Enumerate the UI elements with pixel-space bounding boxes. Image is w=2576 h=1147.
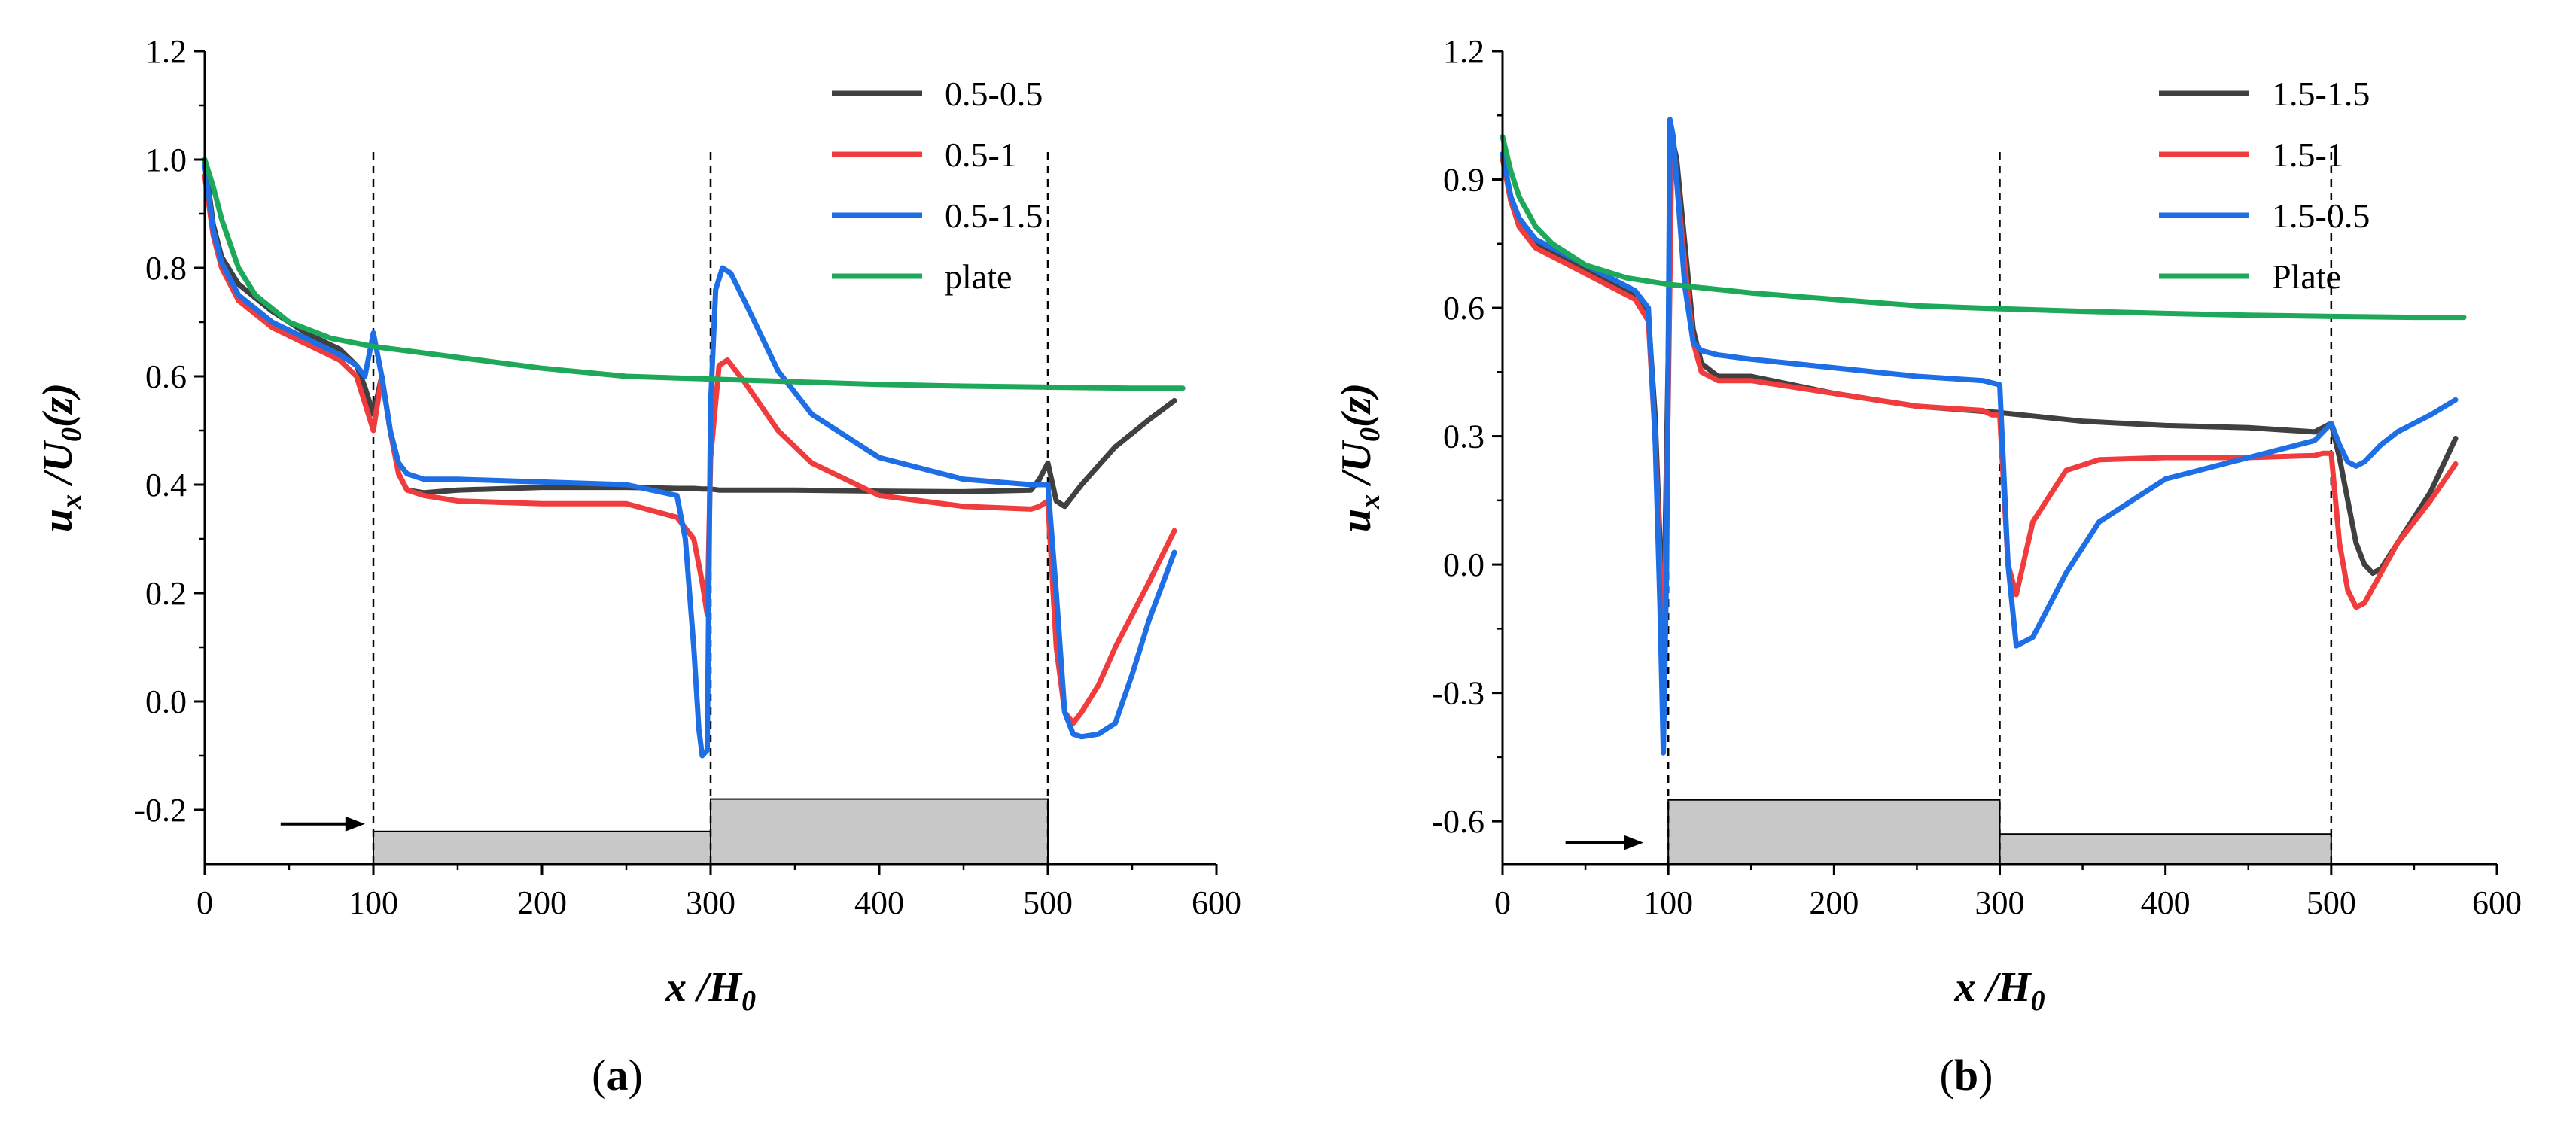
- flow-arrow-icon: [280, 816, 365, 832]
- y-tick-label: 1.2: [1443, 33, 1484, 70]
- y-tick-label: 1.2: [145, 33, 187, 70]
- series-line-1.5-1: [1500, 155, 2459, 696]
- y-tick-label: 0.4: [145, 467, 187, 504]
- legend-label: 1.5-0.5: [2272, 196, 2370, 235]
- series-line-0.5-1.5: [202, 162, 1177, 759]
- chart-panel-a: 0 100 200 300 400 500 600 -0.2 0.0 0.2 0.4 0.6 0.8 1.…: [35, 33, 1241, 1100]
- series-line-plate: [202, 157, 1186, 391]
- y-tick-label: 0.0: [145, 683, 187, 720]
- panel-label: (b): [1940, 1051, 1993, 1100]
- roughness-block-1: [373, 830, 711, 866]
- chart-panel-b: 0 100 200 300 400 500 600 -0.6 -0.3 0.0 0.3 0.6 0.9 1…: [1333, 33, 2522, 1100]
- roughness-block-2: [1999, 833, 2332, 866]
- y-tick-label: 0.0: [1443, 546, 1484, 583]
- x-tick-label: 0: [196, 884, 213, 921]
- roughness-block-2: [710, 798, 1049, 865]
- y-tick-label: -0.3: [1432, 675, 1484, 712]
- y-tick-label: 0.6: [145, 358, 187, 395]
- y-tick-label: 1.0: [145, 141, 187, 178]
- y-tick-label: 0.6: [1443, 290, 1484, 327]
- series-line-0.5-0.5: [202, 157, 1177, 510]
- x-tick-label: 100: [349, 884, 398, 921]
- x-tick-label: 400: [854, 884, 904, 921]
- y-axis-label: ux /U0(z): [35, 383, 87, 532]
- y-tick-label: 0.9: [1443, 162, 1484, 199]
- legend-label: 0.5-0.5: [945, 75, 1043, 113]
- legend-label: 1.5-1: [2272, 135, 2344, 174]
- x-tick-label: 600: [1192, 884, 1241, 921]
- series-line-1.5-0.5: [1500, 117, 2459, 756]
- y-tick-label: -0.2: [134, 792, 187, 829]
- x-tick-label: 300: [1975, 884, 2025, 921]
- y-tick-label: 0.8: [145, 250, 187, 287]
- legend-label: 0.5-1.5: [945, 196, 1043, 235]
- x-axis-label: x /H0: [665, 964, 756, 1017]
- x-tick-label: 500: [2307, 884, 2356, 921]
- x-tick-label: 500: [1023, 884, 1073, 921]
- legend: 1.5-1.5 1.5-1 1.5-0.5 Plate: [2159, 75, 2370, 296]
- x-tick-label: 200: [517, 884, 567, 921]
- legend-label: plate: [945, 257, 1012, 296]
- legend-label: 0.5-1: [945, 135, 1017, 174]
- flow-arrow-icon: [1565, 835, 1644, 850]
- legend: 0.5-0.5 0.5-1 0.5-1.5 plate: [832, 75, 1043, 296]
- roughness-block-1: [1667, 799, 2001, 865]
- y-tick-label: 0.3: [1443, 418, 1484, 455]
- legend-label: 1.5-1.5: [2272, 75, 2370, 113]
- series-line-0.5-1: [202, 173, 1177, 726]
- x-tick-label: 300: [686, 884, 735, 921]
- x-tick-label: 100: [1643, 884, 1693, 921]
- legend-label: Plate: [2272, 257, 2341, 296]
- panel-label: (a): [592, 1051, 643, 1100]
- x-tick-label: 400: [2141, 884, 2191, 921]
- x-tick-label: 600: [2472, 884, 2522, 921]
- y-tick-label: -0.6: [1432, 803, 1484, 840]
- x-axis-label: x /H0: [1953, 964, 2045, 1017]
- x-tick-label: 0: [1494, 884, 1511, 921]
- y-tick-label: 0.2: [145, 575, 187, 612]
- x-tick-label: 200: [1809, 884, 1859, 921]
- series-line-Plate: [1500, 134, 2467, 321]
- y-axis-label: ux /U0(z): [1333, 383, 1386, 532]
